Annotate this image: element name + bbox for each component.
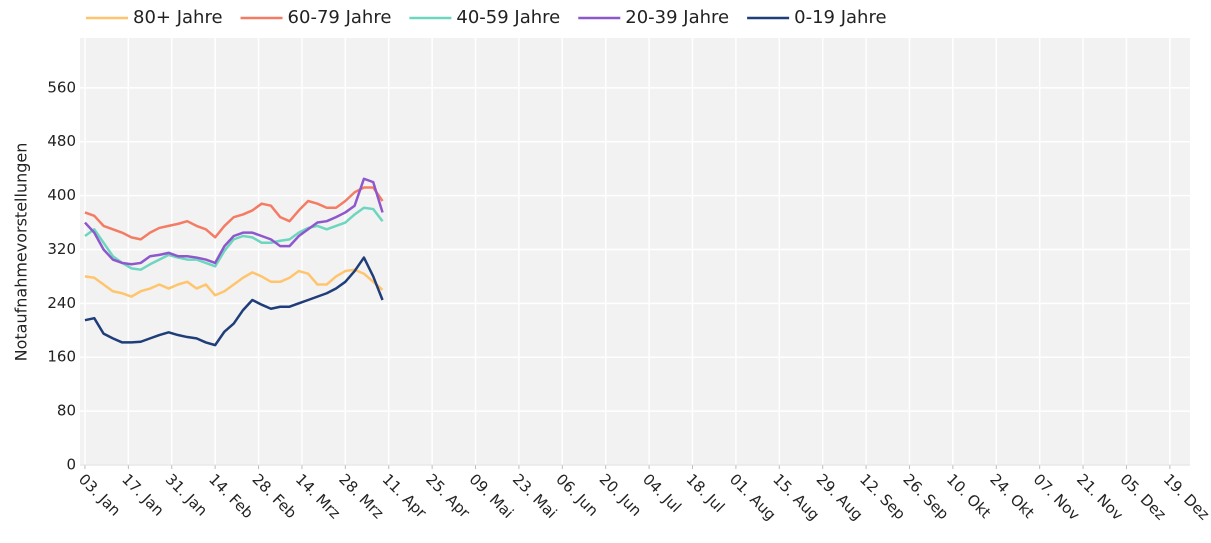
x-tick-label: 28. Mrz: [335, 470, 387, 522]
x-tick-label: 05. Dez: [1116, 470, 1169, 523]
x-tick-label: 23. Mai: [509, 470, 561, 522]
plot-area: [80, 38, 1190, 465]
x-tick-label: 07. Nov: [1030, 470, 1084, 524]
x-tick-label: 12. Sep: [856, 470, 909, 523]
x-tick-label: 04. Jul: [639, 470, 685, 516]
series-line: [84, 206, 384, 271]
legend-label: 60-79 Jahre: [288, 7, 392, 28]
y-tick-label: 80: [57, 402, 76, 420]
series-line: [84, 256, 384, 347]
x-tick-label: 20. Jun: [596, 470, 646, 520]
x-tick-label: 24. Okt: [986, 470, 1038, 522]
x-tick-label: 03. Jan: [75, 470, 124, 519]
legend-label: 80+ Jahre: [133, 7, 223, 28]
y-tick-label: 320: [47, 240, 76, 258]
legend-label: 40-59 Jahre: [456, 7, 560, 28]
x-tick-label: 26. Sep: [899, 470, 952, 523]
y-tick-label: 560: [47, 78, 76, 96]
x-tick-label: 14. Feb: [205, 470, 257, 522]
x-tick-label: 15. Aug: [769, 470, 823, 524]
x-tick-label: 09. Mai: [466, 470, 518, 522]
y-tick-label: 160: [47, 348, 76, 366]
y-axis-title: Notaufnahmevorstellungen: [12, 143, 31, 362]
x-tick-label: 28. Feb: [249, 470, 301, 522]
y-tick-label: 240: [47, 294, 76, 312]
x-tick-label: 25. Apr: [422, 470, 474, 522]
x-tick-label: 29. Aug: [813, 470, 867, 524]
legend-label: 0-19 Jahre: [794, 7, 886, 28]
x-tick-label: 31. Jan: [162, 470, 211, 519]
x-tick-label: 11. Apr: [379, 470, 431, 522]
y-tick-label: 0: [66, 456, 76, 474]
series-line: [84, 177, 384, 266]
x-tick-label: 14. Mrz: [292, 470, 344, 522]
y-tick-label: 400: [47, 186, 76, 204]
x-tick-label: 17. Jan: [118, 470, 167, 519]
series-line: [84, 186, 384, 241]
x-tick-label: 21. Nov: [1073, 470, 1127, 524]
x-tick-label: 06. Jun: [552, 470, 602, 520]
legend-label: 20-39 Jahre: [625, 7, 729, 28]
x-tick-label: 01. Aug: [726, 470, 780, 524]
series-line: [84, 268, 384, 298]
x-tick-label: 10. Okt: [943, 470, 995, 522]
x-tick-label: 19. Dez: [1160, 470, 1211, 523]
y-tick-label: 480: [47, 132, 76, 150]
x-tick-label: 18. Jul: [682, 470, 728, 516]
